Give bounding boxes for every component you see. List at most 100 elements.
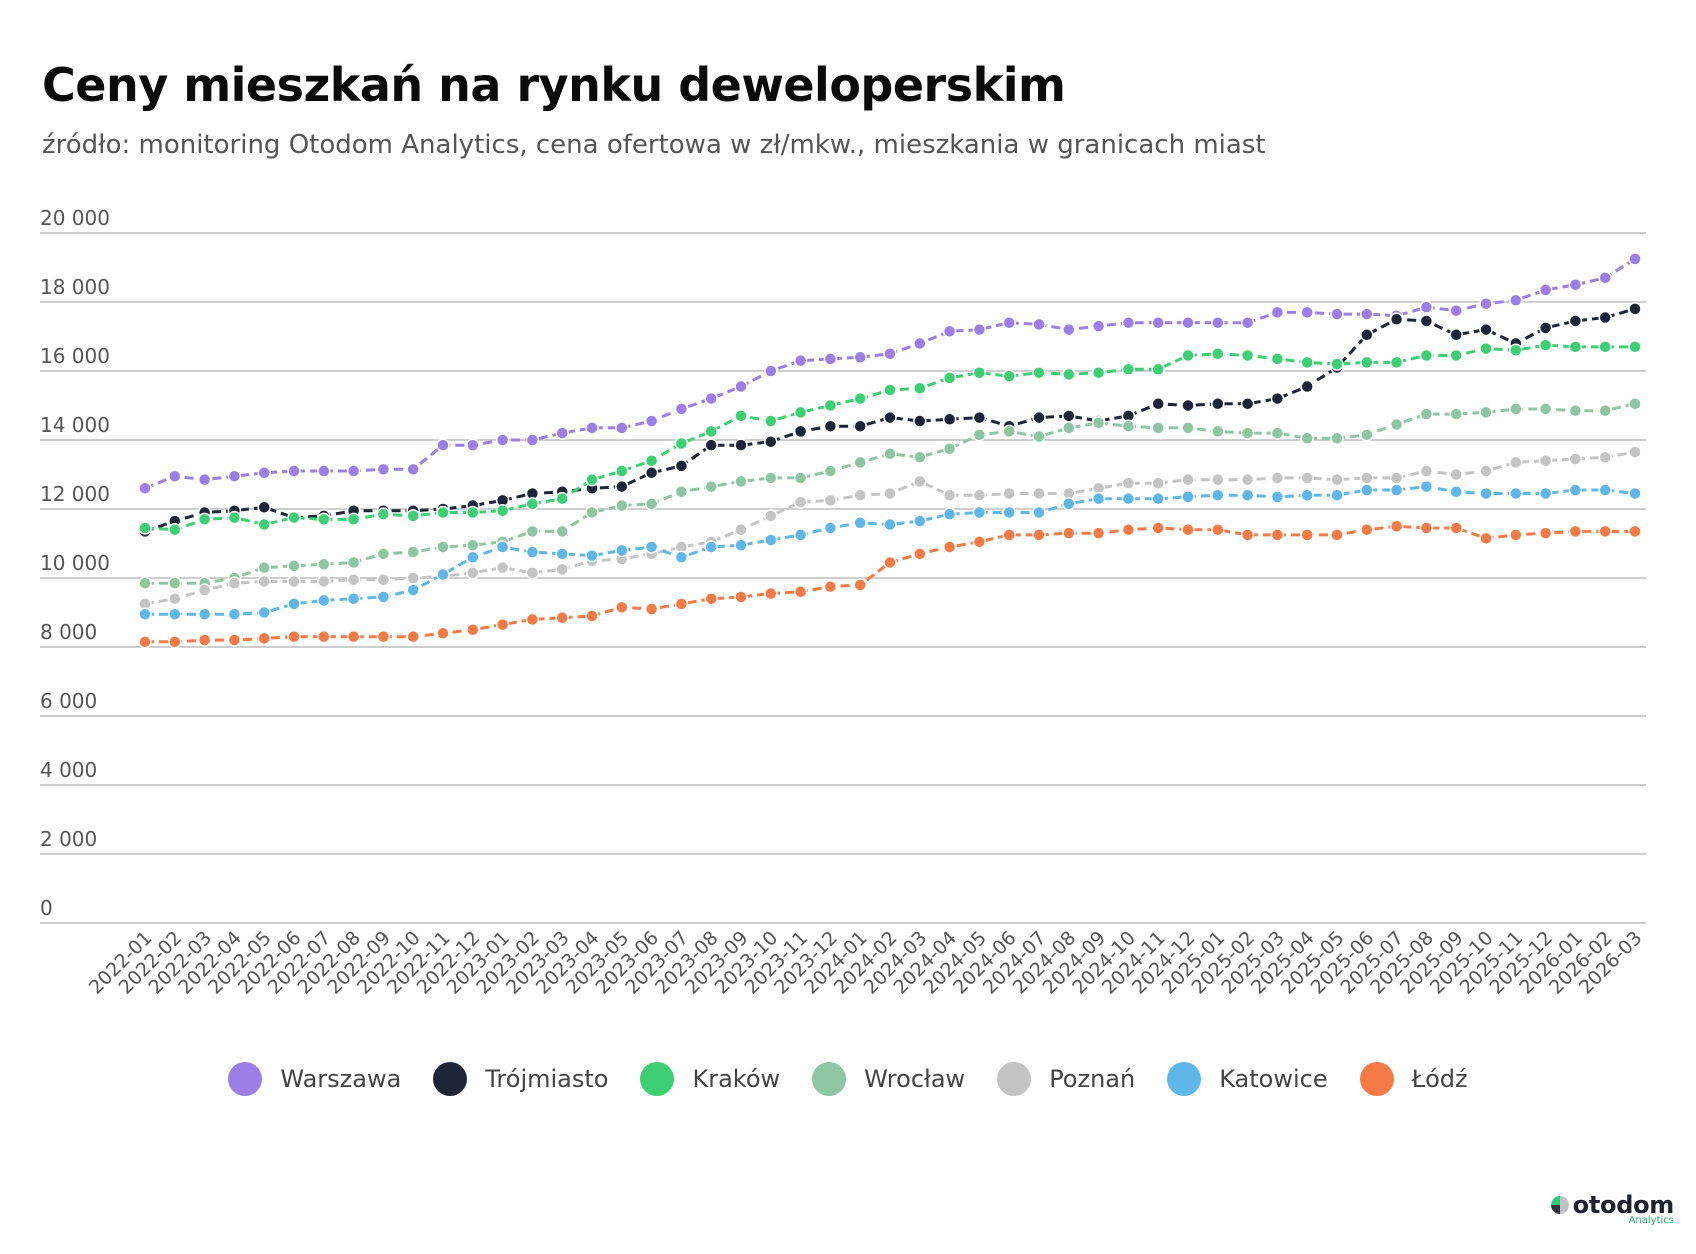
data-point <box>1062 322 1076 337</box>
data-point <box>1240 397 1255 411</box>
data-point <box>644 466 659 480</box>
series-katowice <box>138 479 1642 621</box>
data-point <box>734 538 748 552</box>
data-point <box>615 600 629 615</box>
data-point <box>823 352 838 366</box>
legend-label: Katowice <box>1219 1065 1328 1093</box>
data-point <box>823 521 838 535</box>
data-point <box>942 412 957 427</box>
data-point <box>1568 340 1583 354</box>
data-point <box>406 571 420 585</box>
data-point <box>1121 362 1136 377</box>
data-point <box>704 591 718 606</box>
data-point <box>942 507 957 521</box>
data-point <box>913 336 927 351</box>
data-point <box>1211 424 1225 439</box>
data-point <box>1360 307 1374 321</box>
data-point <box>1360 483 1374 497</box>
data-point <box>1538 402 1553 416</box>
data-point <box>1330 431 1344 446</box>
data-point <box>436 540 450 554</box>
data-point <box>1121 476 1136 490</box>
data-point <box>972 535 987 549</box>
data-point <box>1568 483 1583 497</box>
data-point <box>406 509 420 523</box>
series-łódź <box>138 519 1642 649</box>
data-point <box>197 633 212 647</box>
data-point <box>376 462 391 477</box>
data-point <box>1568 314 1583 328</box>
data-point <box>287 574 301 589</box>
data-point <box>1121 315 1136 330</box>
data-point <box>1300 488 1314 502</box>
data-point <box>704 540 718 554</box>
data-point <box>466 566 480 580</box>
data-point <box>972 488 987 502</box>
data-point <box>615 498 629 513</box>
data-point <box>1151 397 1165 411</box>
y-tick-label: 14 000 <box>40 413 110 437</box>
data-point <box>1300 471 1314 485</box>
brand-logo: otodom Analytics <box>1550 1191 1674 1226</box>
data-point <box>376 547 391 561</box>
y-tick-label: 6 000 <box>40 689 97 713</box>
data-point <box>1538 526 1553 540</box>
data-point <box>257 466 271 480</box>
data-point <box>674 459 689 473</box>
series-warszawa <box>138 252 1642 496</box>
y-tick-label: 12 000 <box>40 482 110 506</box>
data-point <box>1300 305 1314 320</box>
legend-item: Katowice <box>1167 1062 1328 1096</box>
data-point <box>1211 347 1225 361</box>
data-point <box>168 576 182 590</box>
data-point <box>1211 472 1225 487</box>
series-line <box>145 485 1636 616</box>
data-point <box>1002 424 1016 439</box>
data-point <box>823 493 838 508</box>
series-wrocław <box>138 397 1642 590</box>
y-tick-label: 0 <box>40 896 53 920</box>
data-point <box>674 436 689 451</box>
data-point <box>1121 522 1136 537</box>
legend-marker-icon <box>1359 1062 1394 1096</box>
data-point <box>1479 531 1493 546</box>
data-point <box>1330 472 1344 487</box>
data-point <box>1419 407 1434 421</box>
data-point <box>346 591 361 606</box>
data-point <box>1509 486 1523 501</box>
data-point <box>793 424 808 439</box>
data-point <box>1509 293 1523 308</box>
data-point <box>1211 488 1225 502</box>
series-line <box>144 343 1635 532</box>
data-point <box>674 550 689 565</box>
data-point <box>227 576 242 590</box>
data-point <box>1240 426 1255 440</box>
data-point <box>1032 486 1046 501</box>
data-point <box>1002 528 1016 542</box>
data-point <box>1032 317 1046 332</box>
data-point <box>1151 476 1165 490</box>
data-point <box>376 507 391 521</box>
legend-marker-icon <box>433 1062 468 1096</box>
data-point <box>1628 252 1642 266</box>
data-point <box>1270 426 1285 440</box>
data-point <box>346 512 361 527</box>
data-point <box>555 610 569 625</box>
data-point <box>793 471 808 485</box>
data-point <box>644 497 659 511</box>
data-point <box>346 572 361 587</box>
data-point <box>913 450 927 464</box>
legend-label: Warszawa <box>280 1065 402 1093</box>
data-point <box>1360 428 1374 442</box>
data-point <box>1568 452 1583 466</box>
data-point <box>1270 391 1285 406</box>
data-point <box>138 521 152 535</box>
data-point <box>1091 526 1106 540</box>
data-point <box>1151 315 1165 330</box>
data-point <box>1151 521 1165 535</box>
data-point <box>1270 352 1285 366</box>
data-point <box>1181 398 1195 413</box>
data-point <box>138 635 152 649</box>
data-point <box>1449 303 1463 318</box>
